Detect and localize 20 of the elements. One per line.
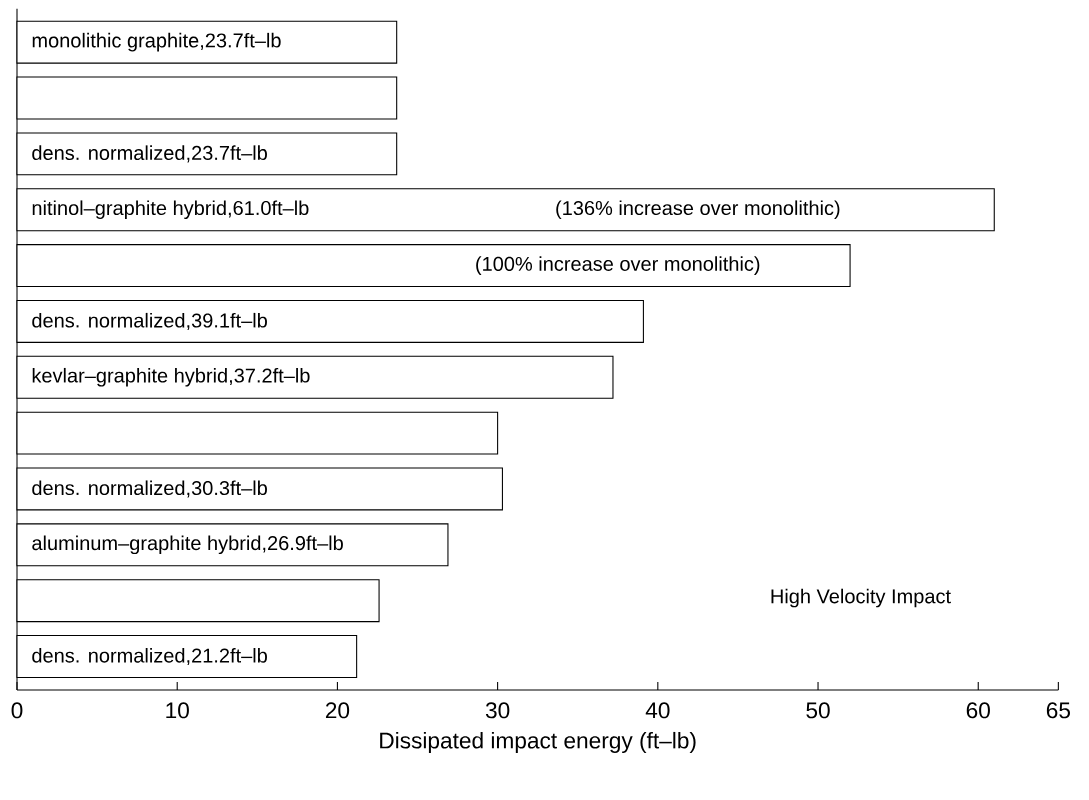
data-label: monolithic graphite,23.7ft–lb bbox=[32, 32, 281, 52]
annotation: (100% increase over monolithic) bbox=[476, 256, 760, 275]
x-tick-label: 40 bbox=[645, 702, 670, 719]
x-tick-label: 20 bbox=[325, 702, 350, 719]
data-label: dens. normalized,30.3ft–lb bbox=[32, 480, 267, 498]
data-label: aluminum–graphite hybrid,26.9ft–lb bbox=[32, 535, 343, 555]
data-label: dens. normalized,39.1ft–lb bbox=[32, 312, 267, 330]
x-tick-label: 10 bbox=[166, 702, 189, 719]
annotation: High Velocity Impact bbox=[771, 588, 951, 608]
x-axis-title: Dissipated impact energy (ft–lb) bbox=[380, 731, 696, 754]
x-tick-label: 0 bbox=[11, 702, 23, 719]
data-label: nitinol–graphite hybrid,61.0ft–lb bbox=[32, 200, 309, 220]
x-tick-label: 30 bbox=[485, 702, 510, 719]
x-tick-label: 60 bbox=[966, 702, 990, 719]
x-tick-label: 65 bbox=[1046, 702, 1070, 719]
annotation: (136% increase over monolithic) bbox=[556, 200, 840, 220]
data-label: kevlar–graphite hybrid,37.2ft–lb bbox=[32, 367, 310, 387]
data-label: dens. normalized,23.7ft–lb bbox=[32, 145, 267, 163]
data-label: dens. normalized,21.2ft–lb bbox=[32, 647, 267, 666]
x-tick-label: 50 bbox=[806, 702, 830, 719]
